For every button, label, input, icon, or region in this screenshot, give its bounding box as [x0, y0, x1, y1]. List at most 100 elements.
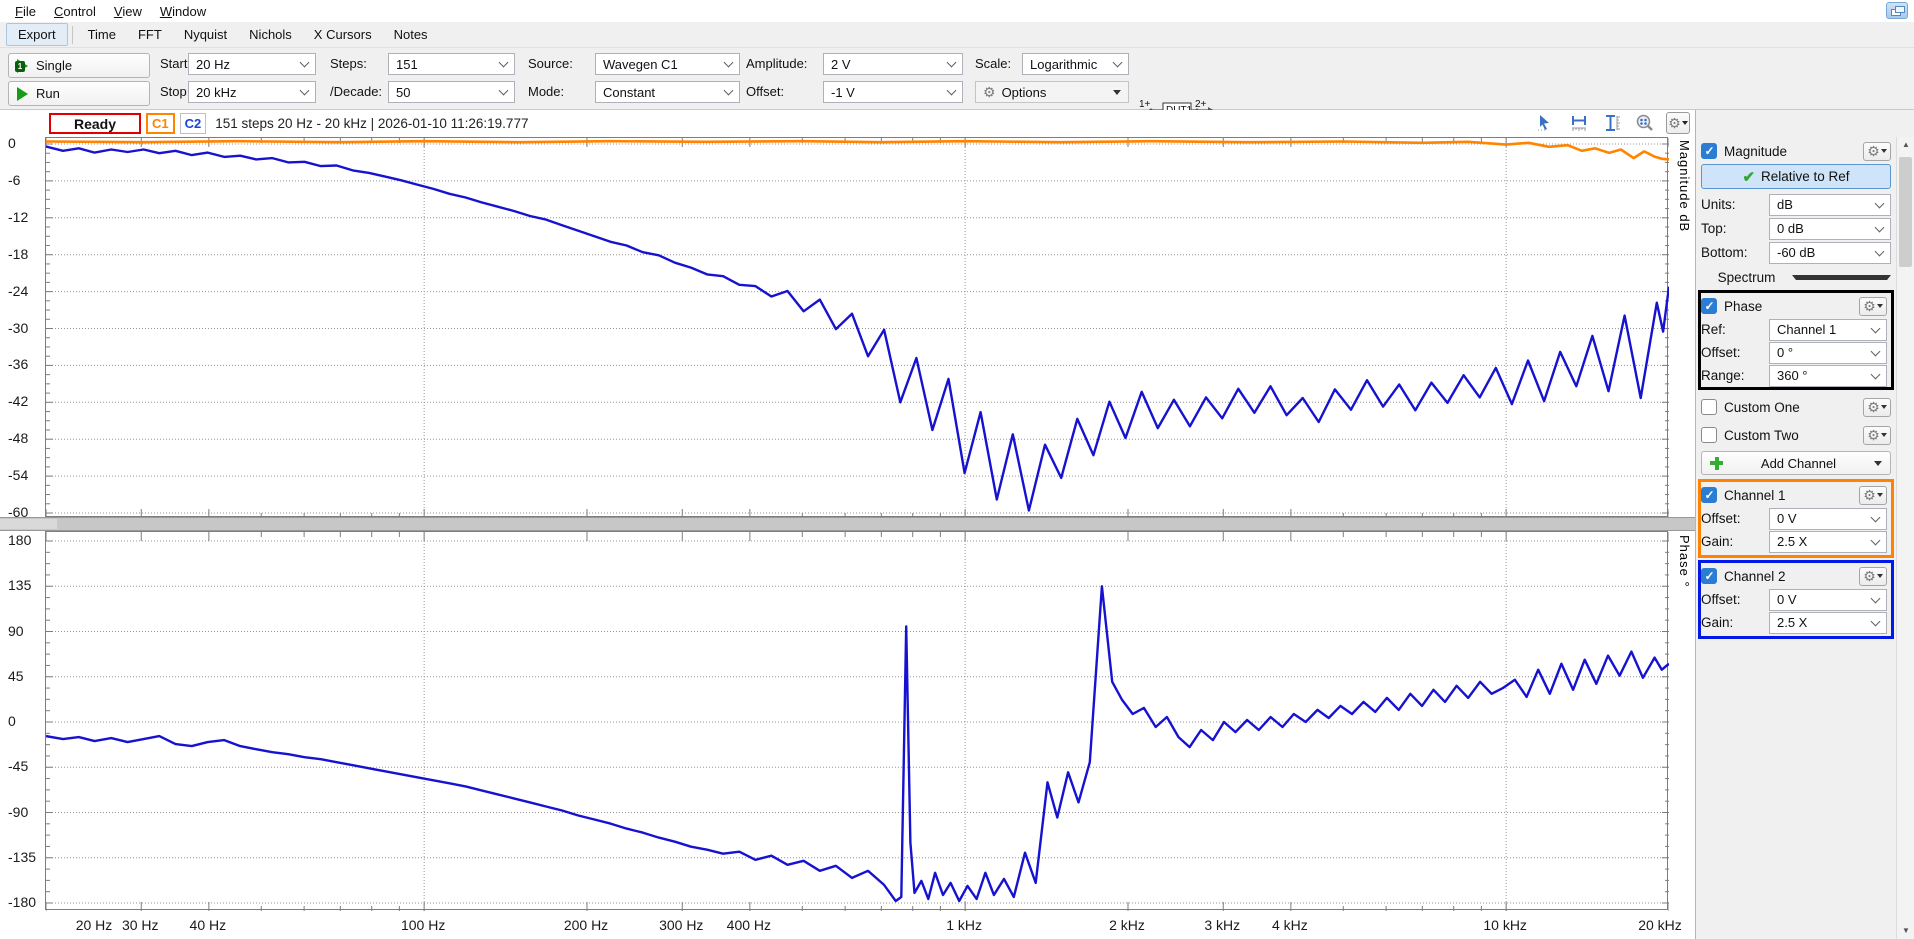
mode-select[interactable]: Constant	[595, 81, 740, 103]
x-axis-tick-label: 2 kHz	[1109, 917, 1145, 933]
offset-select[interactable]: -1 V	[823, 81, 963, 103]
custom-one-gear-button[interactable]: ⚙	[1863, 397, 1891, 417]
scroll-up-icon[interactable]: ▲	[1902, 140, 1910, 149]
run-button[interactable]: Run	[8, 81, 150, 106]
per-decade-select[interactable]: 50	[388, 81, 515, 103]
x-axis-tick-label: 40 Hz	[189, 917, 227, 933]
y-axis-tick-label: -24	[8, 282, 29, 299]
spectrum-expander[interactable]: Spectrum	[1701, 266, 1891, 288]
y-axis-tick-label: -90	[8, 803, 29, 820]
tab-x-cursors[interactable]: X Cursors	[313, 27, 372, 42]
add-channel-button[interactable]: Add Channel	[1701, 451, 1891, 475]
magnitude-gear-button[interactable]: ⚙	[1863, 141, 1891, 161]
plot-settings-button[interactable]: ⚙	[1666, 112, 1690, 134]
y-axis-tick-label: -45	[8, 758, 29, 775]
menu-window[interactable]: Window	[159, 3, 207, 19]
steps-select[interactable]: 151	[388, 53, 515, 75]
phase-plot[interactable]	[45, 531, 1670, 911]
tab-notes[interactable]: Notes	[393, 27, 428, 42]
magnitude-plot[interactable]	[45, 137, 1671, 518]
x-axis-tick-label: 20 Hz	[75, 917, 113, 933]
tab-nichols[interactable]: Nichols	[249, 27, 292, 42]
source-label: Source:	[528, 56, 573, 71]
channel2-phase-trace	[45, 585, 1670, 903]
relative-to-ref-button[interactable]: ✔ Relative to Ref	[1701, 164, 1891, 189]
gear-icon: ⚙	[1867, 427, 1880, 443]
zoom-tool-icon[interactable]	[1633, 112, 1657, 134]
phase-section-header: Phase ⚙	[1701, 295, 1891, 317]
y-axis-tick-label: -54	[8, 467, 29, 484]
chevron-down-icon	[1870, 323, 1881, 333]
chevron-down-icon	[946, 57, 957, 68]
channel2-offset-row: Offset: 0 V	[1701, 588, 1887, 611]
ref-select[interactable]: Channel 1	[1769, 318, 1887, 341]
tab-nyquist[interactable]: Nyquist	[183, 27, 228, 42]
channel1-magnitude-reference-trace	[45, 139, 1670, 161]
phase-offset-select[interactable]: 0 °	[1769, 341, 1887, 364]
channel1-chip[interactable]: C1	[146, 113, 175, 134]
channel1-section-header: Channel 1 ⚙	[1701, 484, 1891, 506]
range-select[interactable]: 360 °	[1769, 364, 1887, 387]
horizontal-measure-icon[interactable]	[1567, 112, 1591, 134]
tab-export[interactable]: Export	[6, 23, 68, 46]
channel2-magnitude-trace	[45, 145, 1671, 512]
channel2-gain-select[interactable]: 2.5 X	[1769, 611, 1887, 634]
vertical-measure-icon[interactable]	[1600, 112, 1624, 134]
scroll-down-icon[interactable]: ▼	[1902, 926, 1910, 935]
tab-time[interactable]: Time	[87, 27, 116, 42]
units-select[interactable]: dB	[1769, 193, 1891, 216]
single-button[interactable]: 1 Single	[8, 53, 150, 78]
plot-toolbar-icons: ⚙	[1534, 112, 1690, 134]
custom-two-checkbox[interactable]	[1701, 427, 1717, 443]
phase-gear-button[interactable]: ⚙	[1859, 296, 1887, 316]
chevron-down-icon	[723, 85, 734, 96]
plot-splitter[interactable]	[0, 517, 1695, 531]
start-select[interactable]: 20 Hz	[188, 53, 316, 75]
y-axis-tick-label: -18	[8, 245, 29, 262]
phase-checkbox[interactable]	[1701, 298, 1717, 314]
channel1-checkbox[interactable]	[1701, 487, 1717, 503]
cascade-windows-icon[interactable]	[1886, 2, 1908, 19]
chevron-down-icon	[498, 57, 509, 68]
bottom-select[interactable]: -60 dB	[1769, 241, 1891, 264]
caret-down-icon	[1876, 304, 1883, 308]
custom-two-gear-button[interactable]: ⚙	[1863, 425, 1891, 445]
pointer-tool-icon[interactable]	[1534, 112, 1558, 134]
channel1-offset-row: Offset: 0 V	[1701, 507, 1887, 530]
channel2-chip[interactable]: C2	[179, 113, 207, 134]
play-single-badge: 1	[15, 61, 25, 72]
y-axis-tick-label: -42	[8, 393, 29, 410]
channel1-gain-select[interactable]: 2.5 X	[1769, 530, 1887, 553]
menu-control[interactable]: Control	[53, 3, 96, 19]
scrollbar-thumb[interactable]	[1899, 157, 1912, 267]
caret-down-icon	[1880, 433, 1887, 437]
channel2-gear-button[interactable]: ⚙	[1859, 566, 1887, 586]
chevron-down-icon	[946, 85, 957, 96]
play-run-icon	[17, 86, 28, 101]
amplitude-select[interactable]: 2 V	[823, 53, 963, 75]
chevron-down-icon	[498, 85, 509, 96]
channel2-offset-select[interactable]: 0 V	[1769, 588, 1887, 611]
status-bar: Ready C1 C2 151 steps 20 Hz - 20 kHz | 2…	[0, 110, 1695, 137]
menu-file[interactable]: File	[15, 3, 36, 19]
magnitude-checkbox[interactable]	[1701, 143, 1717, 159]
top-select[interactable]: 0 dB	[1769, 217, 1891, 240]
x-axis-tick-label: 300 Hz	[659, 917, 704, 933]
channel2-checkbox[interactable]	[1701, 568, 1717, 584]
channel2-gain-row: Gain: 2.5 X	[1701, 611, 1887, 634]
stop-select[interactable]: 20 kHz	[188, 81, 316, 103]
x-axis-tick-label: 3 kHz	[1204, 917, 1241, 933]
tab-fft[interactable]: FFT	[137, 27, 162, 42]
y-axis-tick-label: 0	[8, 713, 16, 729]
custom-one-checkbox[interactable]	[1701, 399, 1717, 415]
source-select[interactable]: Wavegen C1	[595, 53, 740, 75]
channel1-offset-select[interactable]: 0 V	[1769, 507, 1887, 530]
menu-view[interactable]: View	[113, 3, 142, 19]
mode-label: Mode:	[528, 84, 565, 99]
gear-icon: ⚙	[1863, 298, 1876, 314]
scale-select[interactable]: Logarithmic	[1022, 53, 1129, 75]
options-button[interactable]: ⚙ Options	[975, 81, 1129, 103]
channel1-gear-button[interactable]: ⚙	[1859, 485, 1887, 505]
panel-scrollbar[interactable]: ▲ ▼	[1896, 137, 1914, 939]
start-label: Start:	[160, 56, 192, 71]
